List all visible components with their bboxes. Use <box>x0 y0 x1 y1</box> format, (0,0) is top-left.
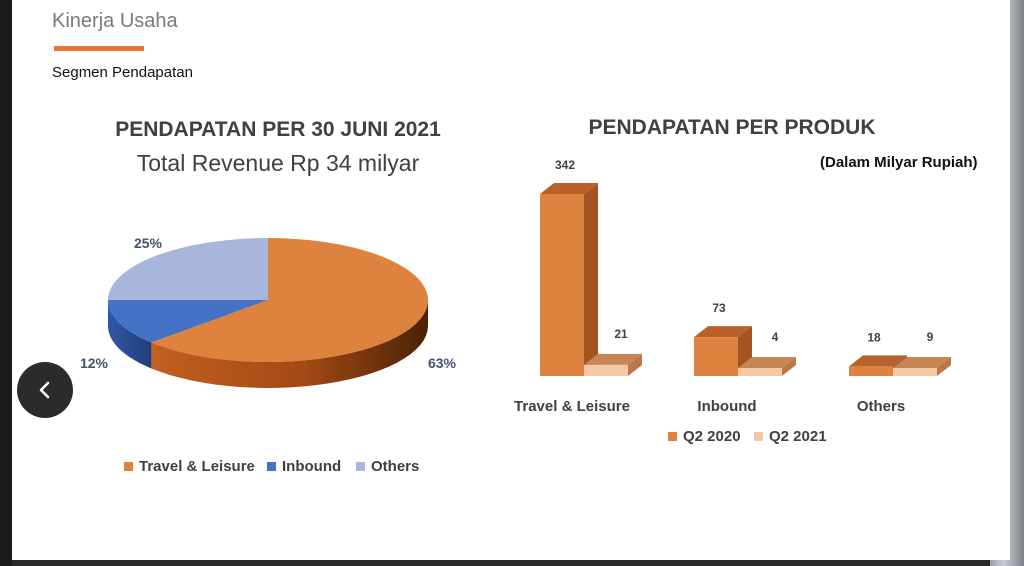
bar <box>694 337 738 376</box>
title-underline <box>54 46 144 51</box>
bar-chart-units: (Dalam Milyar Rupiah) <box>820 154 978 171</box>
pie-slice <box>108 238 268 300</box>
legend-swatch <box>754 432 763 441</box>
charts-canvas: 63% 12% 25% 342 21 Travel & Leisure 73 4 Inboun… <box>80 158 951 415</box>
bar-side <box>584 183 598 376</box>
pie-slice-side <box>108 300 152 369</box>
legend-swatch <box>668 432 677 441</box>
legend-label: Q2 2021 <box>769 428 827 445</box>
bar-category-label: Others <box>857 398 905 415</box>
pie-legend-others: Others <box>356 458 419 475</box>
bar-data-label: 9 <box>927 330 934 344</box>
legend-swatch <box>267 462 276 471</box>
bar-chart: 342 21 Travel & Leisure 73 4 Inbound 18 9 Others <box>514 158 951 415</box>
pie-slice <box>108 300 268 343</box>
legend-swatch <box>356 462 365 471</box>
bar-category-label: Inbound <box>697 398 756 415</box>
bar-data-label: 4 <box>772 330 779 344</box>
bar <box>893 368 937 376</box>
pie-chart: 63% 12% 25% <box>80 235 457 388</box>
chevron-left-icon <box>39 381 50 399</box>
slide-subtitle: Segmen Pendapatan <box>52 64 193 81</box>
bar-data-label: 18 <box>867 330 881 344</box>
bar <box>849 366 893 376</box>
screen-edge-left <box>0 0 12 566</box>
pie-data-label: 25% <box>134 235 163 251</box>
bar-top <box>584 353 642 365</box>
bar-side <box>628 353 642 376</box>
bar-top <box>694 326 752 338</box>
bar-side <box>937 357 951 376</box>
bar-side <box>782 357 796 376</box>
bar-legend-q2-2021: Q2 2021 <box>754 428 827 445</box>
bar <box>738 368 782 376</box>
legend-label: Others <box>371 458 420 475</box>
bar-chart-title: PENDAPATAN PER PRODUK <box>588 116 876 139</box>
bar-top <box>893 357 951 368</box>
legend-label: Q2 2020 <box>683 428 741 445</box>
pie-slice-side <box>151 300 428 388</box>
slide-title: Kinerja Usaha <box>52 10 178 32</box>
legend-label: Inbound <box>282 458 342 475</box>
bar <box>540 194 584 376</box>
previous-slide-button[interactable] <box>17 362 73 418</box>
pie-data-label: 12% <box>80 355 109 371</box>
bar-top <box>849 355 907 367</box>
pie-chart-subtitle: Total Revenue Rp 34 milyar <box>136 150 420 176</box>
bar-legend-q2-2020: Q2 2020 <box>668 428 741 445</box>
bar-top <box>540 183 598 194</box>
bar-top <box>738 357 796 368</box>
pie-slice <box>151 238 428 362</box>
legend-label: Travel & Leisure <box>139 458 255 475</box>
pie-legend-travel: Travel & Leisure <box>124 458 255 475</box>
pie-chart-title: PENDAPATAN PER 30 JUNI 2021 <box>115 118 441 141</box>
pie-legend-inbound: Inbound <box>267 458 341 475</box>
bar-data-label: 21 <box>614 327 628 341</box>
bar <box>584 364 628 376</box>
bar-category-label: Travel & Leisure <box>514 398 630 415</box>
slide: Kinerja Usaha Segmen Pendapatan PENDAPAT… <box>12 0 1010 560</box>
bar-data-label: 342 <box>555 158 575 172</box>
legend-swatch <box>124 462 133 471</box>
bar-data-label: 73 <box>712 301 726 315</box>
pie-data-label: 63% <box>428 355 457 371</box>
